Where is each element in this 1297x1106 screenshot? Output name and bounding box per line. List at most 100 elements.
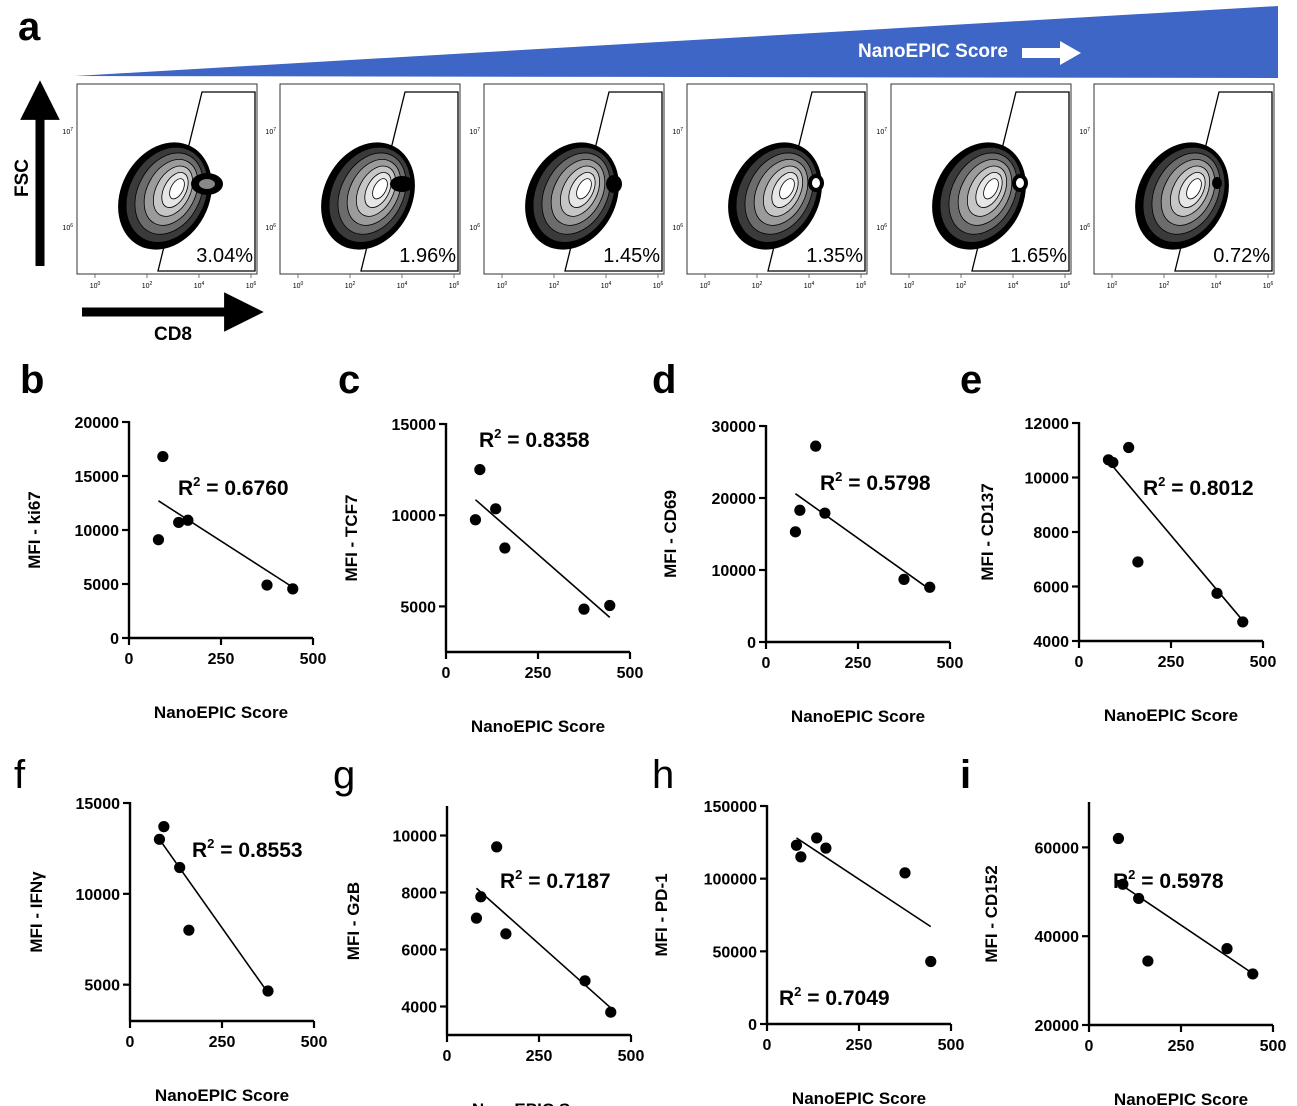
population-contour [372, 178, 388, 200]
r-squared-label: R2 = 0.5798 [820, 469, 931, 495]
y-tick-label: 5000 [83, 577, 119, 594]
y-tick-label: 150000 [704, 799, 757, 816]
cd8-tick-exponent: 4 [1219, 281, 1222, 287]
r-squared-symbol: R [178, 477, 193, 500]
fsc-tick-label: 107 [672, 127, 683, 136]
banner-label: NanoEPIC Score [858, 41, 1008, 62]
data-point [262, 985, 274, 997]
y-tick-label: 15000 [392, 417, 437, 434]
y-tick-label: 15000 [75, 469, 120, 486]
fsc-tick-label: 107 [1079, 127, 1090, 136]
cd8-tick-exponent: 2 [1167, 281, 1170, 287]
r-squared-exponent: 2 [207, 836, 214, 851]
cd8-population [606, 175, 622, 193]
y-tick-label: 10000 [1025, 471, 1070, 488]
x-tick-label: 0 [126, 1034, 135, 1051]
cd8-tick-exponent: 2 [557, 281, 560, 287]
data-point [898, 573, 910, 585]
y-tick-label: 20000 [712, 491, 757, 508]
y-axis-title: MFI - GzB [344, 882, 363, 960]
data-point [789, 526, 802, 538]
x-tick-label: 500 [938, 1037, 965, 1054]
cd8-tick-exponent: 0 [301, 281, 304, 287]
cd8-tick-exponent: 0 [708, 281, 711, 287]
y-axis-title: MFI - TCF7 [342, 495, 361, 582]
flow-cytometry-plots: 3.04% 107 106 100 102 104 106 1.96% 107 106 100 102… [62, 83, 1275, 290]
x-tick-label: 250 [846, 1037, 873, 1054]
data-point [924, 581, 936, 593]
y-tick-label: 5000 [400, 599, 436, 616]
panel-letter-d: d [652, 358, 676, 402]
x-tick-label: 250 [525, 665, 552, 682]
gate-percentage: 1.45% [603, 245, 660, 267]
scatter-plot-e: 4000 6000 8000 10000 12000 0 250 500 NanoEPIC Sc… [978, 416, 1276, 725]
scatter-plot-h: 0 50000 100000 150000 0 250 500 NanoEPIC Score M… [652, 799, 964, 1106]
cd8-tick-label: 104 [194, 281, 205, 290]
panel-letter-e: e [960, 358, 982, 402]
y-axis-title: MFI - CD69 [661, 490, 680, 578]
banner-arrow-icon [1022, 41, 1081, 65]
r-squared-value: = 0.5978 [1135, 870, 1223, 893]
cd8-tick-exponent: 0 [98, 281, 101, 287]
y-tick-label: 10000 [76, 887, 121, 904]
data-point [1221, 943, 1233, 955]
cd8-tick-label: 102 [345, 281, 356, 290]
flow-plot: 1.35% 107 106 100 102 104 106 [672, 83, 868, 290]
gate-percentage: 0.72% [1213, 245, 1270, 267]
cd8-tick-exponent: 2 [353, 281, 356, 287]
x-tick-label: 250 [845, 655, 872, 672]
panel-letter-b: b [20, 358, 44, 402]
x-tick-label: 0 [1085, 1038, 1094, 1055]
data-point [1142, 955, 1154, 967]
y-tick-label: 30000 [712, 419, 757, 436]
y-tick-label: 6000 [1033, 580, 1069, 597]
fsc-tick-label: 107 [265, 127, 276, 136]
cd8-tick-label: 106 [653, 281, 664, 290]
y-tick-label: 10000 [392, 508, 437, 525]
data-point [183, 924, 195, 936]
r-squared-value: = 0.6760 [200, 477, 288, 500]
y-axis-title: MFI - CD137 [978, 483, 997, 580]
cd8-tick-exponent: 4 [405, 281, 408, 287]
data-point [1237, 616, 1249, 628]
cd8-tick-label: 106 [1060, 281, 1071, 290]
y-axis-title: MFI - IFNγ [27, 871, 46, 953]
data-point [1123, 441, 1135, 454]
x-axis-title: NanoEPIC Score [1104, 706, 1238, 725]
x-tick-label: 0 [443, 1048, 452, 1065]
cd8-tick-label: 102 [549, 281, 560, 290]
r-squared-exponent: 2 [794, 984, 801, 999]
data-point [173, 516, 185, 529]
population-contour [779, 178, 795, 200]
cd8-tick-exponent: 4 [812, 281, 815, 287]
r-squared-value: = 0.7187 [522, 870, 610, 893]
r-squared-exponent: 2 [835, 469, 842, 484]
cd8-tick-label: 100 [700, 281, 711, 290]
fsc-tick-exponent: 7 [1087, 127, 1090, 133]
r-squared-label: R2 = 0.8553 [192, 836, 303, 862]
data-point [469, 514, 482, 526]
panel-letter-h: h [652, 753, 674, 797]
r-squared-symbol: R [192, 839, 207, 862]
y-tick-label: 8000 [401, 886, 437, 903]
panel-letter-c: c [338, 358, 360, 402]
regression-line [474, 499, 611, 618]
x-tick-label: 250 [1168, 1038, 1195, 1055]
y-tick-label: 20000 [75, 415, 120, 432]
panel-letter-i: i [960, 753, 971, 797]
cd8-tick-exponent: 6 [457, 281, 460, 287]
fsc-tick-label: 106 [876, 223, 887, 232]
data-point [1107, 456, 1119, 469]
panel-letter-g: g [333, 753, 355, 797]
data-point [1247, 968, 1259, 980]
gate-percentage: 1.96% [399, 245, 456, 267]
data-point [491, 841, 503, 853]
data-point [500, 928, 512, 940]
r-squared-exponent: 2 [193, 474, 200, 489]
data-point [153, 833, 166, 845]
data-point [499, 542, 511, 554]
flow-plot: 0.72% 107 106 100 102 104 106 [1079, 83, 1275, 290]
y-tick-label: 100000 [704, 872, 757, 889]
gate-percentage: 3.04% [196, 245, 253, 267]
regression-line [158, 500, 294, 588]
